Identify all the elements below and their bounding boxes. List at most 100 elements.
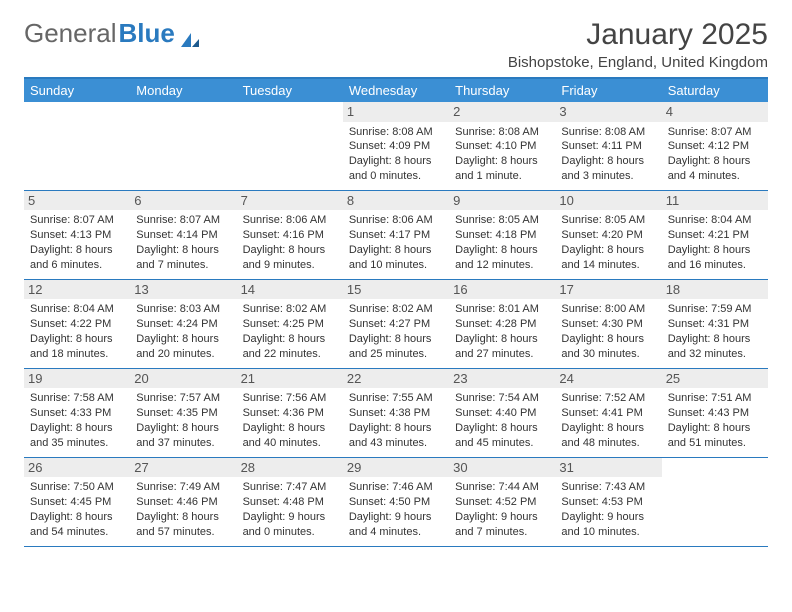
daylight1-text: Daylight: 9 hours xyxy=(561,510,655,525)
daylight1-text: Daylight: 8 hours xyxy=(30,332,124,347)
day-number: 31 xyxy=(555,458,661,478)
day-header-row: SundayMondayTuesdayWednesdayThursdayFrid… xyxy=(24,79,768,102)
sunset-text: Sunset: 4:31 PM xyxy=(668,317,762,332)
day-number: 4 xyxy=(662,102,768,122)
daylight1-text: Daylight: 8 hours xyxy=(30,510,124,525)
daylight2-text: and 7 minutes. xyxy=(136,258,230,273)
daylight1-text: Daylight: 9 hours xyxy=(243,510,337,525)
calendar-cell: 1 Sunrise: 8:08 AMSunset: 4:09 PMDaylight… xyxy=(343,102,449,190)
sunset-text: Sunset: 4:50 PM xyxy=(349,495,443,510)
sunrise-text: Sunrise: 7:59 AM xyxy=(668,302,762,317)
sunrise-text: Sunrise: 8:08 AM xyxy=(561,125,655,140)
calendar-cell: 10Sunrise: 8:05 AMSunset: 4:20 PMDayligh… xyxy=(555,191,661,279)
sunset-text: Sunset: 4:38 PM xyxy=(349,406,443,421)
calendar-cell: 6 Sunrise: 8:07 AMSunset: 4:14 PMDaylight… xyxy=(130,191,236,279)
calendar-cell: 17Sunrise: 8:00 AMSunset: 4:30 PMDayligh… xyxy=(555,280,661,368)
sunset-text: Sunset: 4:13 PM xyxy=(30,228,124,243)
sunrise-text: Sunrise: 7:51 AM xyxy=(668,391,762,406)
calendar-cell: 11Sunrise: 8:04 AMSunset: 4:21 PMDayligh… xyxy=(662,191,768,279)
day-number: 22 xyxy=(343,369,449,389)
sunset-text: Sunset: 4:53 PM xyxy=(561,495,655,510)
calendar-cell: 28Sunrise: 7:47 AMSunset: 4:48 PMDayligh… xyxy=(237,458,343,546)
day-number: 27 xyxy=(130,458,236,478)
calendar-cell: 9Sunrise: 8:05 AMSunset: 4:18 PMDaylight… xyxy=(449,191,555,279)
sunrise-text: Sunrise: 8:08 AM xyxy=(349,125,443,140)
daylight1-text: Daylight: 8 hours xyxy=(349,332,443,347)
day-number: 1 xyxy=(343,102,449,122)
calendar-cell: 31Sunrise: 7:43 AMSunset: 4:53 PMDayligh… xyxy=(555,458,661,546)
sunrise-text: Sunrise: 8:07 AM xyxy=(136,213,230,228)
day-number xyxy=(237,102,343,122)
daylight2-text: and 4 minutes. xyxy=(349,525,443,540)
sunset-text: Sunset: 4:11 PM xyxy=(561,139,655,154)
daylight1-text: Daylight: 8 hours xyxy=(668,154,762,169)
daylight2-text: and 27 minutes. xyxy=(455,347,549,362)
sunrise-text: Sunrise: 7:55 AM xyxy=(349,391,443,406)
daylight1-text: Daylight: 8 hours xyxy=(136,332,230,347)
sunset-text: Sunset: 4:41 PM xyxy=(561,406,655,421)
daylight1-text: Daylight: 8 hours xyxy=(561,332,655,347)
sunrise-text: Sunrise: 8:04 AM xyxy=(30,302,124,317)
day-number: 13 xyxy=(130,280,236,300)
sunset-text: Sunset: 4:46 PM xyxy=(136,495,230,510)
daylight1-text: Daylight: 8 hours xyxy=(243,243,337,258)
header: GeneralBlue January 2025 Bishopstoke, En… xyxy=(24,18,768,71)
logo-text-1: General xyxy=(24,18,117,49)
daylight2-text: and 9 minutes. xyxy=(243,258,337,273)
sunrise-text: Sunrise: 8:07 AM xyxy=(668,125,762,140)
calendar-cell: 27Sunrise: 7:49 AMSunset: 4:46 PMDayligh… xyxy=(130,458,236,546)
day-number: 19 xyxy=(24,369,130,389)
logo: GeneralBlue xyxy=(24,18,201,49)
sunset-text: Sunset: 4:45 PM xyxy=(30,495,124,510)
sunrise-text: Sunrise: 7:58 AM xyxy=(30,391,124,406)
daylight1-text: Daylight: 8 hours xyxy=(455,332,549,347)
daylight2-text: and 16 minutes. xyxy=(668,258,762,273)
calendar-cell: 5Sunrise: 8:07 AMSunset: 4:13 PMDaylight… xyxy=(24,191,130,279)
daylight1-text: Daylight: 8 hours xyxy=(668,421,762,436)
daylight2-text: and 43 minutes. xyxy=(349,436,443,451)
week-row: 19Sunrise: 7:58 AMSunset: 4:33 PMDayligh… xyxy=(24,369,768,458)
sunrise-text: Sunrise: 8:05 AM xyxy=(561,213,655,228)
sunrise-text: Sunrise: 8:07 AM xyxy=(30,213,124,228)
calendar-cell: 25Sunrise: 7:51 AMSunset: 4:43 PMDayligh… xyxy=(662,369,768,457)
daylight2-text: and 25 minutes. xyxy=(349,347,443,362)
day-number: 15 xyxy=(343,280,449,300)
sunset-text: Sunset: 4:52 PM xyxy=(455,495,549,510)
sunrise-text: Sunrise: 8:05 AM xyxy=(455,213,549,228)
day-label: Monday xyxy=(130,79,236,102)
day-number: 28 xyxy=(237,458,343,478)
day-label: Friday xyxy=(555,79,661,102)
sunset-text: Sunset: 4:09 PM xyxy=(349,139,443,154)
day-number: 6 xyxy=(130,191,236,211)
daylight1-text: Daylight: 8 hours xyxy=(30,243,124,258)
day-number: 18 xyxy=(662,280,768,300)
daylight2-text: and 51 minutes. xyxy=(668,436,762,451)
daylight1-text: Daylight: 8 hours xyxy=(668,243,762,258)
day-number: 20 xyxy=(130,369,236,389)
daylight1-text: Daylight: 8 hours xyxy=(349,154,443,169)
calendar-cell: 3Sunrise: 8:08 AMSunset: 4:11 PMDaylight… xyxy=(555,102,661,190)
calendar-cell: 23Sunrise: 7:54 AMSunset: 4:40 PMDayligh… xyxy=(449,369,555,457)
day-label: Saturday xyxy=(662,79,768,102)
sunrise-text: Sunrise: 8:06 AM xyxy=(243,213,337,228)
sunset-text: Sunset: 4:14 PM xyxy=(136,228,230,243)
daylight1-text: Daylight: 9 hours xyxy=(349,510,443,525)
day-number: 23 xyxy=(449,369,555,389)
daylight1-text: Daylight: 8 hours xyxy=(349,243,443,258)
daylight2-text: and 0 minutes. xyxy=(349,169,443,184)
calendar-cell: 14Sunrise: 8:02 AMSunset: 4:25 PMDayligh… xyxy=(237,280,343,368)
daylight2-text: and 12 minutes. xyxy=(455,258,549,273)
daylight1-text: Daylight: 8 hours xyxy=(136,243,230,258)
daylight1-text: Daylight: 8 hours xyxy=(561,243,655,258)
sunrise-text: Sunrise: 7:49 AM xyxy=(136,480,230,495)
daylight1-text: Daylight: 8 hours xyxy=(455,243,549,258)
day-number: 26 xyxy=(24,458,130,478)
calendar-cell: 7Sunrise: 8:06 AMSunset: 4:16 PMDaylight… xyxy=(237,191,343,279)
sunset-text: Sunset: 4:30 PM xyxy=(561,317,655,332)
day-number: 7 xyxy=(237,191,343,211)
daylight2-text: and 35 minutes. xyxy=(30,436,124,451)
day-number: 12 xyxy=(24,280,130,300)
day-number: 14 xyxy=(237,280,343,300)
calendar-cell xyxy=(237,102,343,190)
daylight2-text: and 45 minutes. xyxy=(455,436,549,451)
